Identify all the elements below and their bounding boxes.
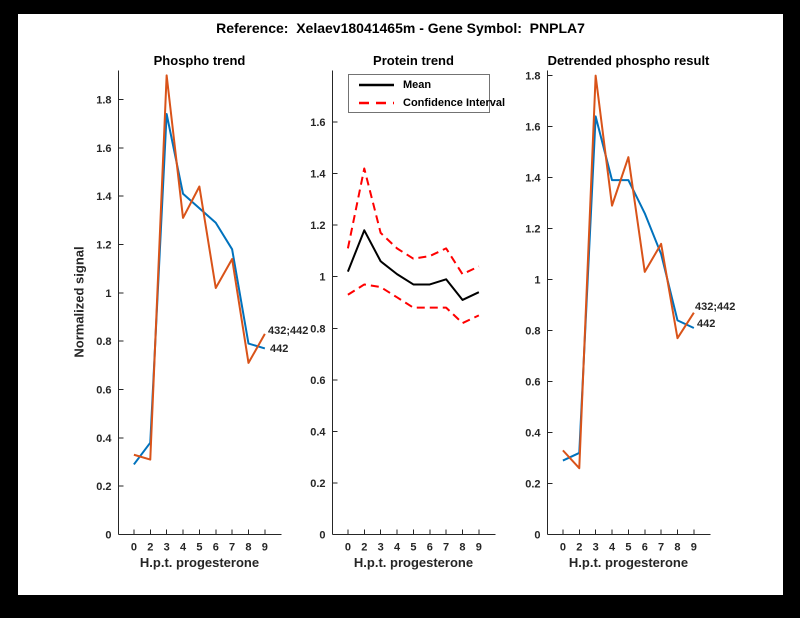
- svg-text:9: 9: [262, 542, 268, 554]
- svg-text:1.6: 1.6: [525, 122, 540, 134]
- svg-text:8: 8: [459, 542, 465, 554]
- svg-text:9: 9: [691, 542, 697, 554]
- svg-text:0.4: 0.4: [525, 428, 541, 440]
- svg-text:4: 4: [609, 542, 616, 554]
- svg-text:1: 1: [534, 275, 540, 287]
- svg-text:1.4: 1.4: [525, 173, 541, 185]
- phospho-trend-plot: 00.20.40.60.811.21.41.61.80 2 3 4 5 6 7 8 9: [96, 70, 282, 554]
- svg-text:5: 5: [410, 542, 416, 554]
- svg-text:1.2: 1.2: [310, 220, 325, 232]
- figure-canvas: Reference: Xelaev18041465m - Gene Symbol…: [18, 14, 783, 595]
- svg-text:1: 1: [319, 272, 325, 284]
- phospho-end-label-442: 442: [270, 343, 289, 355]
- svg-text:0: 0: [345, 542, 351, 554]
- svg-text:1.4: 1.4: [310, 169, 326, 181]
- svg-text:2: 2: [361, 542, 367, 554]
- svg-text:3: 3: [378, 542, 384, 554]
- svg-text:0.8: 0.8: [96, 336, 111, 348]
- svg-text:0.2: 0.2: [525, 479, 540, 491]
- svg-text:3: 3: [593, 542, 599, 554]
- phospho-trend-x-label: H.p.t. progesterone: [139, 555, 260, 570]
- protein-trend-title: Protein trend: [373, 53, 454, 68]
- svg-text:6: 6: [427, 542, 433, 554]
- svg-text:4: 4: [180, 542, 187, 554]
- legend-label-confidence-interval: Confidence Interval: [403, 96, 506, 109]
- svg-text:0.2: 0.2: [310, 478, 325, 490]
- legend-entry-mean: Mean: [349, 76, 489, 93]
- svg-text:0.4: 0.4: [96, 433, 112, 445]
- detrended-result-title: Detrended phospho result: [547, 53, 710, 68]
- svg-text:7: 7: [443, 542, 449, 554]
- svg-text:5: 5: [196, 542, 202, 554]
- svg-text:7: 7: [229, 542, 235, 554]
- svg-text:6: 6: [642, 542, 648, 554]
- svg-text:5: 5: [625, 542, 631, 554]
- detrended-result-x-label: H.p.t. progesterone: [568, 555, 689, 570]
- svg-text:0.2: 0.2: [96, 481, 111, 493]
- legend-entry-confidence-interval: Confidence Interval: [349, 94, 505, 111]
- svg-text:4: 4: [394, 542, 401, 554]
- svg-text:7: 7: [658, 542, 664, 554]
- svg-text:1.8: 1.8: [525, 71, 540, 83]
- svg-text:1.4: 1.4: [96, 191, 112, 203]
- legend-label-mean: Mean: [403, 78, 432, 91]
- svg-text:0.4: 0.4: [310, 426, 326, 438]
- svg-text:9: 9: [476, 542, 482, 554]
- detrended-end-label-432-442: 432;442: [695, 301, 736, 313]
- detrended-end-label-442: 442: [697, 318, 716, 330]
- svg-text:6: 6: [213, 542, 219, 554]
- confidence-interval-line-sample-icon: [359, 101, 394, 104]
- protein-trend-x-label: H.p.t. progesterone: [353, 555, 474, 570]
- svg-text:1.2: 1.2: [525, 224, 540, 236]
- figure-title: Reference: Xelaev18041465m - Gene Symbol…: [216, 20, 585, 36]
- svg-text:0.6: 0.6: [525, 377, 540, 389]
- svg-text:0.8: 0.8: [310, 323, 325, 335]
- phospho-trend-title: Phospho trend: [153, 53, 246, 68]
- svg-text:2: 2: [576, 542, 582, 554]
- detrended-result-plot: 00.20.40.60.811.21.41.61.80 2 3 4 5 6 7 8 9: [525, 70, 711, 554]
- svg-text:1.6: 1.6: [310, 117, 325, 129]
- svg-text:0: 0: [105, 530, 111, 542]
- svg-text:8: 8: [674, 542, 680, 554]
- svg-text:8: 8: [245, 542, 251, 554]
- legend: Mean Confidence Interval: [348, 74, 505, 113]
- svg-text:0: 0: [560, 542, 566, 554]
- svg-text:0.8: 0.8: [525, 326, 540, 338]
- svg-text:1.6: 1.6: [96, 143, 111, 155]
- svg-text:1: 1: [105, 288, 111, 300]
- mean-line-sample-icon: [359, 83, 394, 86]
- svg-text:2: 2: [147, 542, 153, 554]
- svg-text:0.6: 0.6: [310, 375, 325, 387]
- protein-trend-plot: 00.20.40.60.811.21.41.60 2 3 4 5 6 7 8 9: [310, 70, 496, 554]
- svg-text:0: 0: [131, 542, 137, 554]
- svg-text:0: 0: [319, 530, 325, 542]
- svg-text:3: 3: [164, 542, 170, 554]
- svg-text:1.2: 1.2: [96, 240, 111, 252]
- svg-text:1.8: 1.8: [96, 95, 111, 107]
- svg-text:0: 0: [534, 530, 540, 542]
- phospho-end-label-432-442: 432;442: [268, 325, 309, 337]
- svg-text:0.6: 0.6: [96, 385, 111, 397]
